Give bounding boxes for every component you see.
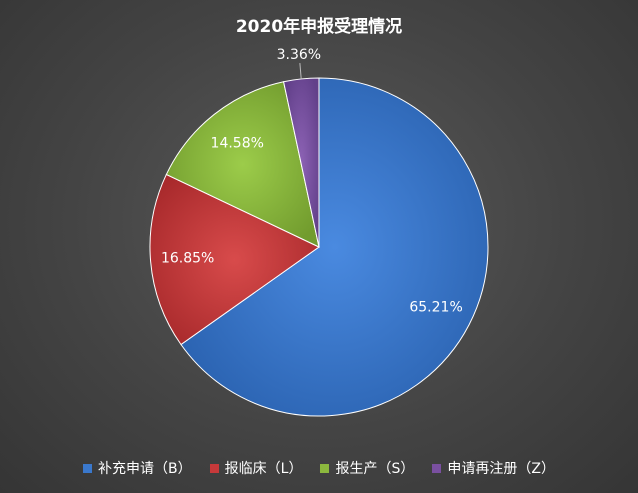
pie-slice-s [165, 81, 320, 248]
legend-swatch [209, 463, 219, 473]
legend-label: 报临床（L） [224, 461, 303, 477]
legend-label: 申请再注册（Z） [447, 461, 555, 477]
legend-swatch [320, 463, 330, 473]
legend-swatch [83, 463, 93, 473]
data-label: 65.21% [409, 300, 462, 316]
leader-line [299, 63, 302, 79]
data-label: 3.36% [277, 47, 321, 63]
legend-swatch [432, 463, 442, 473]
chart-title: 2020年申报受理情况 [235, 17, 403, 37]
pie-slice-b [180, 77, 489, 417]
pie-slice-z [282, 77, 320, 248]
legend-item-z: 申请再注册（Z） [432, 458, 555, 478]
legend-label: 补充申请（B） [98, 461, 192, 477]
legend-item-b: 补充申请（B） [83, 458, 192, 478]
legend: 补充申请（B） 报临床（L） 报生产（S） 申请再注册（Z） [0, 458, 638, 478]
data-label: 14.58% [211, 136, 264, 152]
legend-label: 报生产（S） [335, 461, 415, 477]
data-label: 16.85% [161, 250, 214, 266]
legend-item-l: 报临床（L） [209, 458, 303, 478]
legend-item-s: 报生产（S） [320, 458, 414, 478]
pie-slice-l [149, 173, 320, 346]
